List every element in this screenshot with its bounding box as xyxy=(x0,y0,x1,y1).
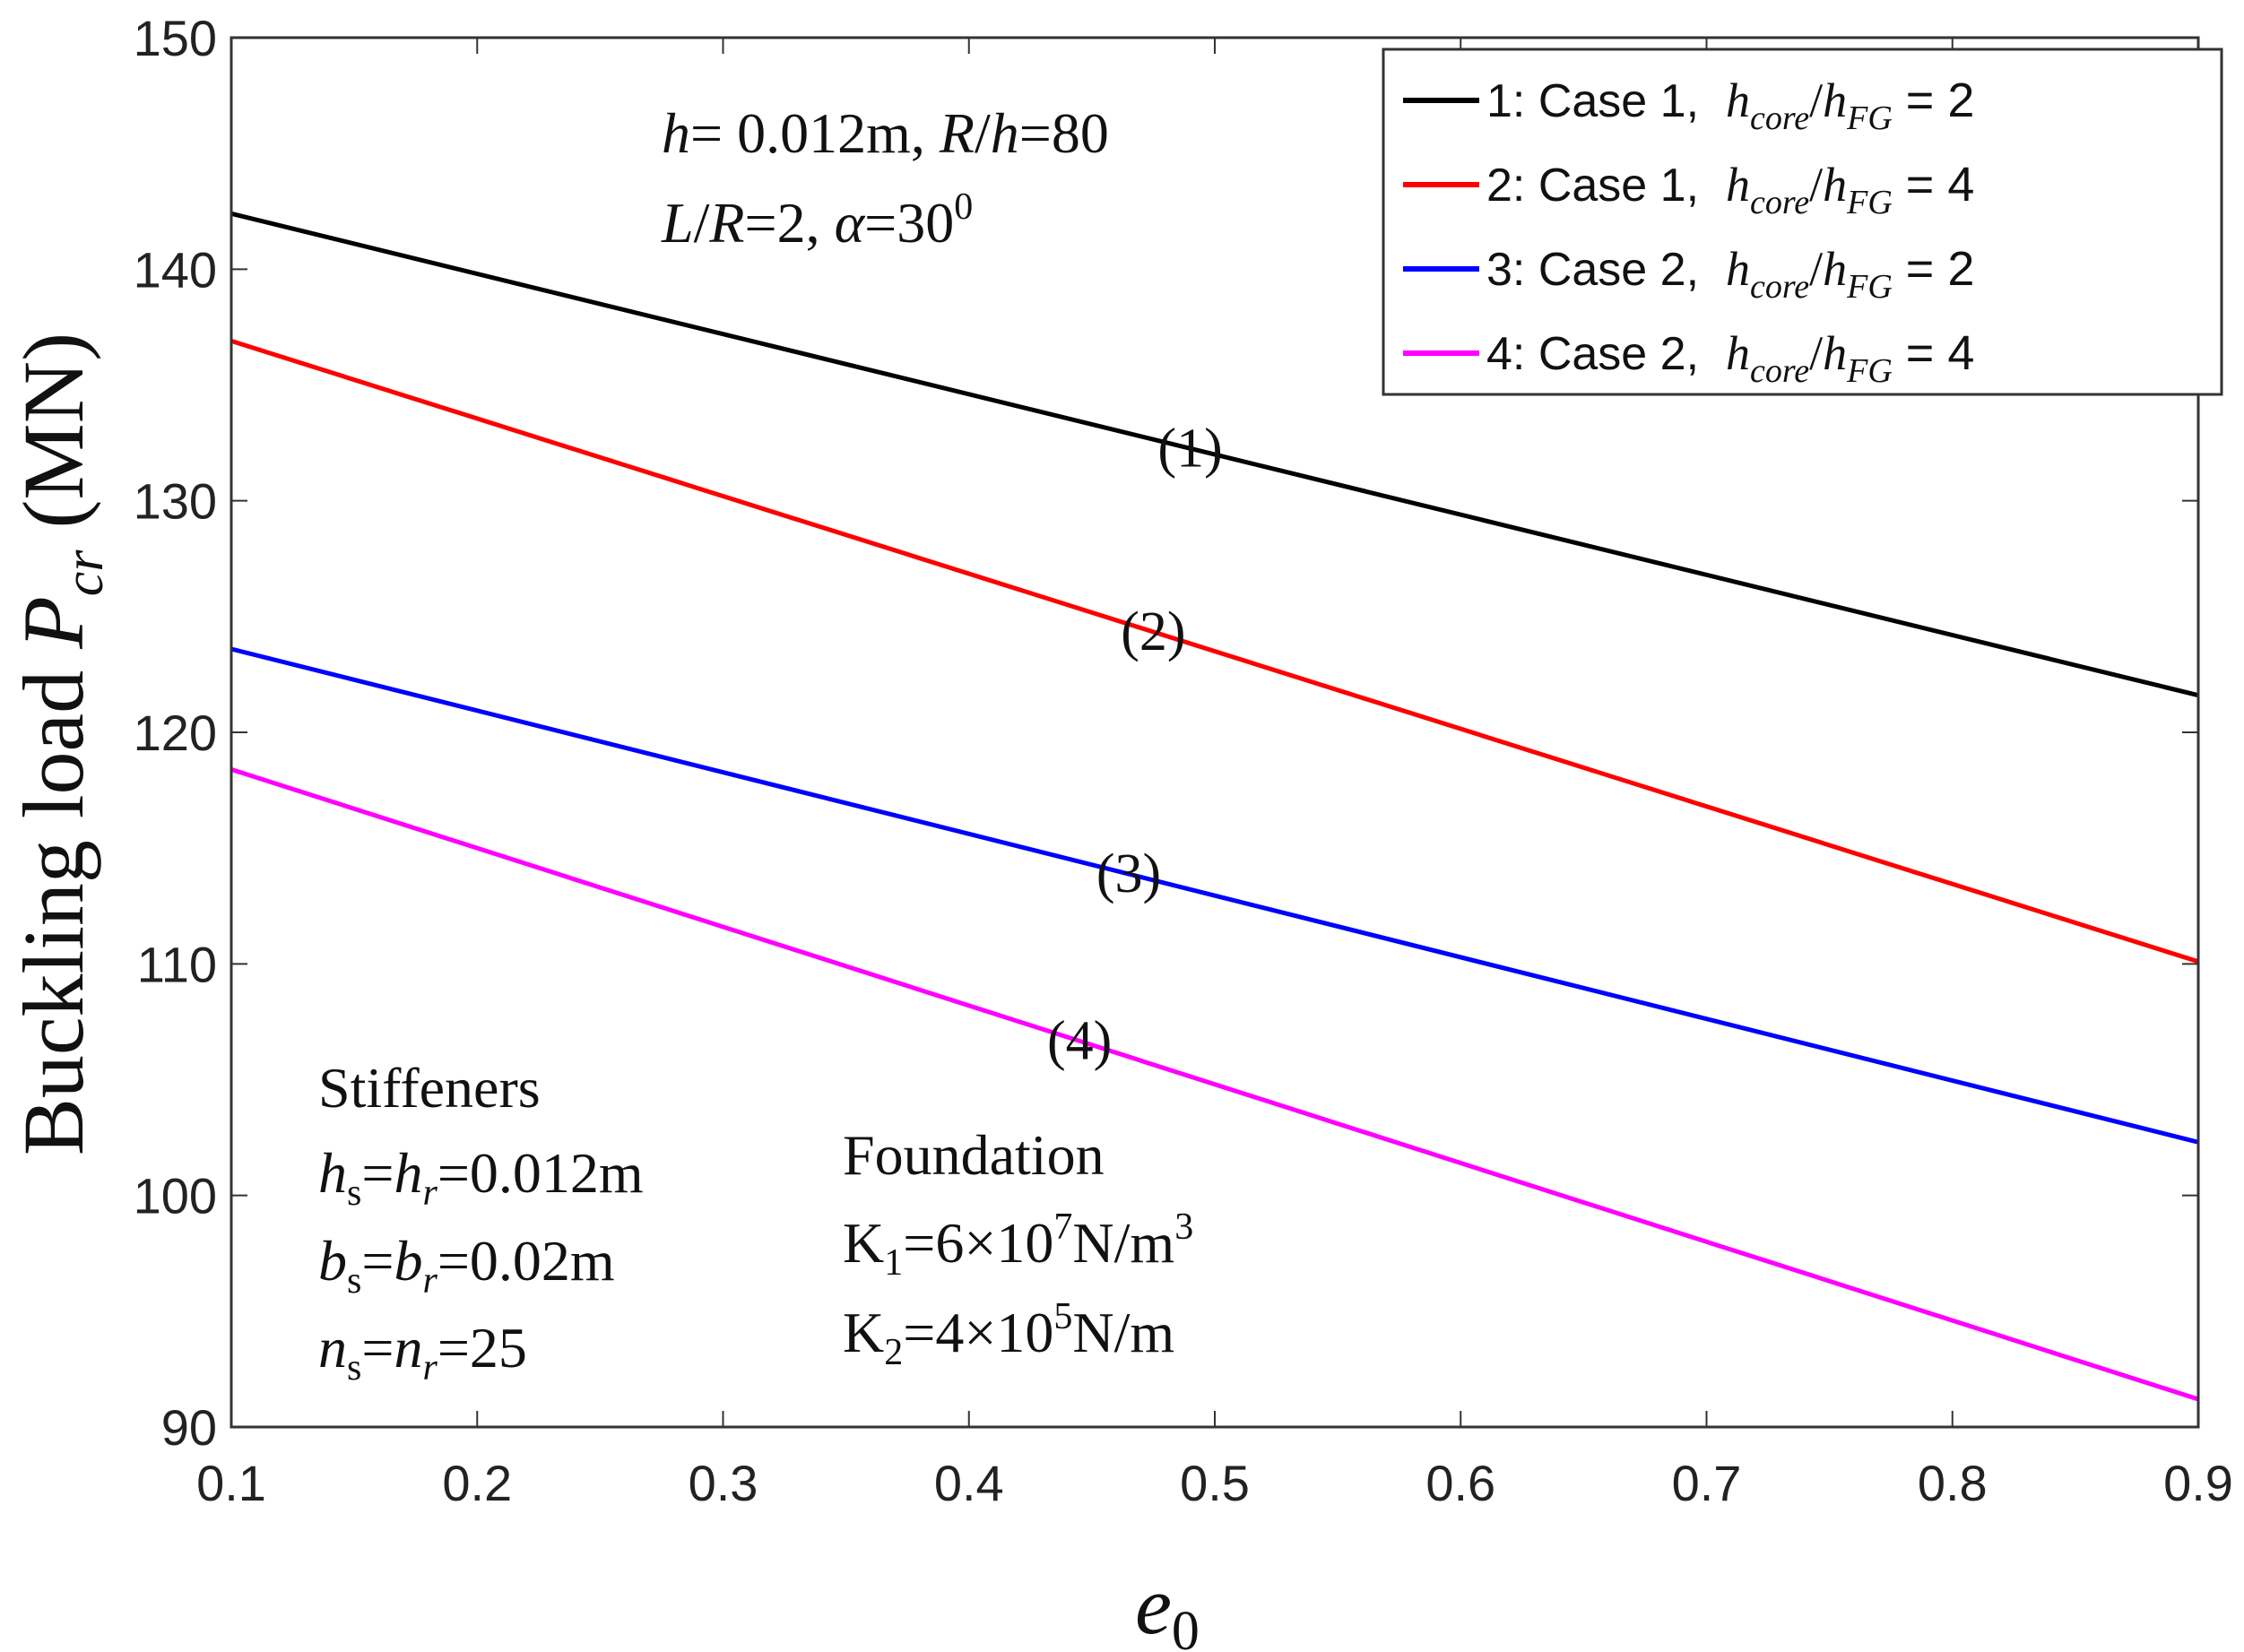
legend-ratio-4: hcore/hFG = 4 xyxy=(1726,326,1974,390)
y-tick-label: 100 xyxy=(134,1168,217,1224)
y-axis-label: Buckling load Pcr (MN) xyxy=(5,333,115,1155)
series-line-1 xyxy=(230,211,2199,698)
curve-label-3: (3) xyxy=(1096,843,1161,904)
plot-frame xyxy=(230,36,2200,1429)
stiffeners-title: Stiffeners xyxy=(318,1056,541,1120)
legend-label-2: 2: Case 1, xyxy=(1486,160,1699,212)
legend: 1: Case 1, hcore/hFG = 2 2: Case 1, hcore/h… xyxy=(1382,48,2223,396)
ticks-group: 0.1 0.2 0.3 0.4 0.5 0.6 0.7 0.8 0.9 90 100 110 120 13… xyxy=(134,10,2233,1511)
stiffeners-count: ns=nr=25 xyxy=(318,1316,527,1388)
x-tick-label: 0.9 xyxy=(2163,1455,2233,1511)
x-tick-label: 0.6 xyxy=(1425,1455,1495,1511)
stiffeners-height: hs=hr=0.012m xyxy=(318,1141,644,1214)
y-tick-label: 140 xyxy=(134,241,217,298)
curve-label-1: (1) xyxy=(1157,418,1222,479)
curve-label-4: (4) xyxy=(1047,1010,1112,1071)
legend-label-3: 3: Case 2, xyxy=(1486,244,1699,296)
series-line-3 xyxy=(230,646,2199,1145)
series-line-4 xyxy=(230,766,2199,1402)
x-tick-label: 0.1 xyxy=(196,1455,266,1511)
legend-ratio-1: hcore/hFG = 2 xyxy=(1726,74,1974,137)
foundation-k2: K2=4×105N/m xyxy=(843,1296,1174,1373)
x-tick-label: 0.2 xyxy=(442,1455,512,1511)
y-tick-label: 120 xyxy=(134,705,217,761)
y-tick-label: 150 xyxy=(134,10,217,66)
x-tick-label: 0.8 xyxy=(1918,1455,1988,1511)
curves-group: (1) (2) (3) (4) xyxy=(230,211,2199,1402)
y-tick-label: 110 xyxy=(137,936,217,992)
curve-label-2: (2) xyxy=(1121,601,1185,662)
stiffeners-width: bs=br=0.02m xyxy=(318,1229,615,1302)
legend-ratio-3: hcore/hFG = 2 xyxy=(1726,242,1974,306)
foundation-k1: K1=6×107N/m3 xyxy=(843,1207,1193,1284)
geometry-annotation-line2: L/R=2, α=300 xyxy=(661,186,973,255)
legend-ratio-2: hcore/hFG = 4 xyxy=(1726,158,1974,221)
x-tick-label: 0.4 xyxy=(934,1455,1004,1511)
foundation-title: Foundation xyxy=(843,1123,1105,1187)
x-tick-label: 0.3 xyxy=(689,1455,758,1511)
x-tick-label: 0.5 xyxy=(1180,1455,1250,1511)
geometry-annotation-line1: h= 0.012m, R/h=80 xyxy=(662,101,1109,165)
y-tick-label: 130 xyxy=(134,473,217,530)
x-axis-label: e0 xyxy=(1135,1560,1200,1652)
x-tick-label: 0.7 xyxy=(1672,1455,1742,1511)
legend-label-4: 4: Case 2, xyxy=(1486,328,1699,380)
series-line-2 xyxy=(230,339,2199,964)
y-tick-label: 90 xyxy=(161,1399,217,1456)
legend-label-1: 1: Case 1, xyxy=(1486,75,1699,127)
legend-box xyxy=(1382,48,2223,396)
